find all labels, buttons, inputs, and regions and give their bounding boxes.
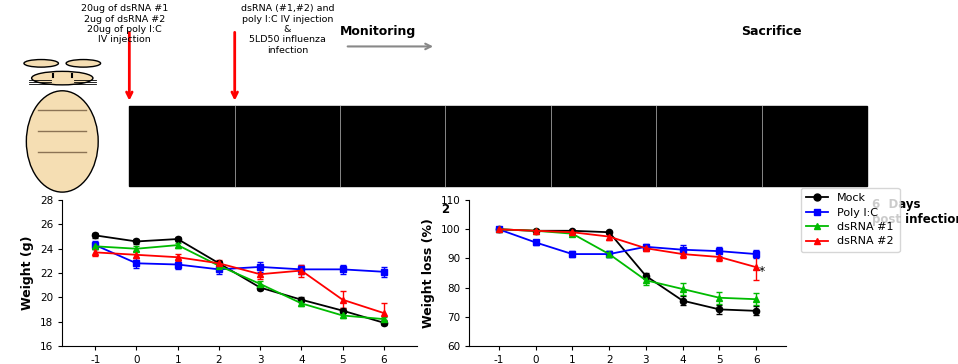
Text: 4: 4 [652, 203, 660, 216]
Y-axis label: Weight (g): Weight (g) [21, 236, 34, 310]
Text: dsRNA (#1,#2) and
poly I:C IV injection
&
5LD50 influenza
infection: dsRNA (#1,#2) and poly I:C IV injection … [240, 4, 334, 55]
Circle shape [24, 60, 58, 67]
Ellipse shape [27, 91, 98, 192]
Text: 20ug of dsRNA #1
2ug of dsRNA #2
20ug of poly I:C
IV injection: 20ug of dsRNA #1 2ug of dsRNA #2 20ug of… [80, 4, 169, 44]
Circle shape [66, 60, 101, 67]
Text: 3: 3 [547, 203, 555, 216]
Text: 1: 1 [336, 203, 344, 216]
Text: Sacrifice: Sacrifice [741, 25, 802, 38]
Text: 5: 5 [758, 203, 765, 216]
Text: *: * [759, 265, 765, 278]
Circle shape [32, 71, 93, 85]
Y-axis label: Weight loss (%): Weight loss (%) [422, 218, 435, 328]
Text: Monitoring: Monitoring [340, 25, 417, 38]
Text: 0: 0 [231, 203, 239, 216]
Text: -1: -1 [123, 203, 136, 216]
Text: 6  Days
post infection: 6 Days post infection [872, 198, 958, 226]
Text: 2: 2 [442, 203, 449, 216]
Bar [129, 106, 867, 186]
Legend: Mock, Poly I:C, dsRNA #1, dsRNA #2: Mock, Poly I:C, dsRNA #1, dsRNA #2 [801, 187, 900, 252]
